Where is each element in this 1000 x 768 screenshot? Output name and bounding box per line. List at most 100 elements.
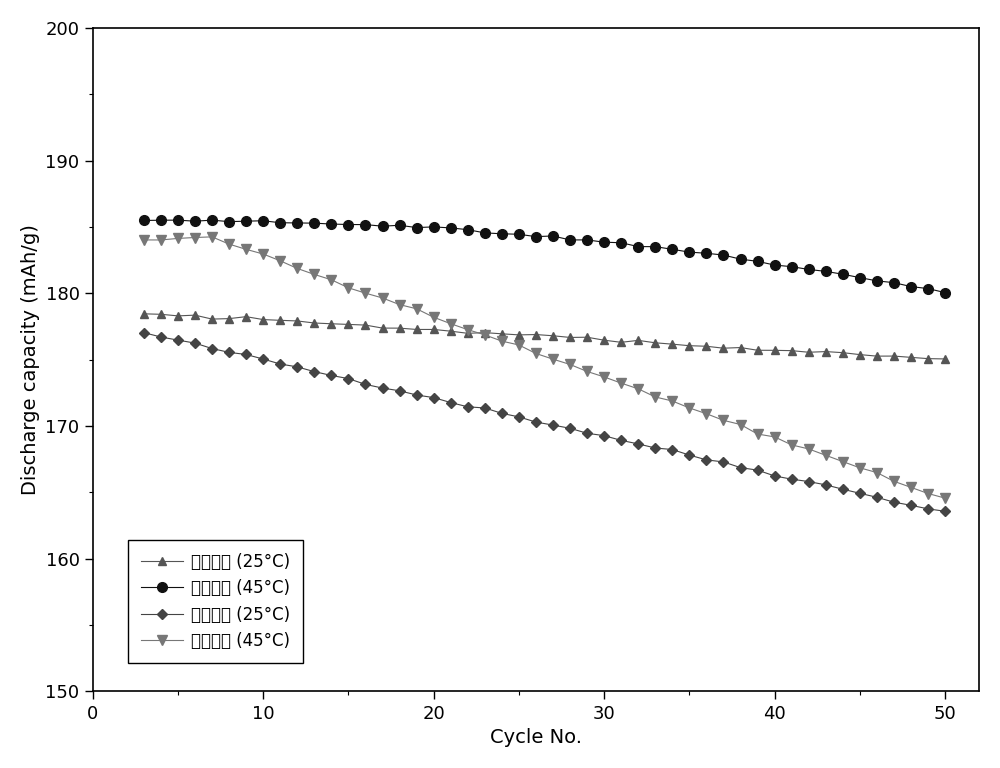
对比例一 (25°C) xyxy=(206,344,218,353)
对比例一 (25°C) xyxy=(615,435,627,445)
对比例一 (45°C) xyxy=(291,264,303,273)
对比例一 (25°C) xyxy=(257,355,269,364)
对比例一 (45°C) xyxy=(240,245,252,254)
实施例二 (25°C) xyxy=(717,343,729,353)
对比例一 (45°C) xyxy=(223,240,235,249)
对比例一 (25°C) xyxy=(632,439,644,449)
对比例一 (45°C) xyxy=(428,313,440,322)
对比例一 (45°C) xyxy=(615,379,627,388)
实施例二 (45°C) xyxy=(752,257,764,266)
对比例一 (45°C) xyxy=(888,477,900,486)
实施例二 (45°C) xyxy=(428,222,440,231)
实施例二 (25°C) xyxy=(308,319,320,328)
对比例一 (45°C) xyxy=(717,415,729,425)
实施例二 (25°C) xyxy=(189,310,201,319)
对比例一 (45°C) xyxy=(445,319,457,328)
Legend: 实施例二 (25°C), 实施例二 (45°C), 对比例一 (25°C), 对比例一 (45°C): 实施例二 (25°C), 实施例二 (45°C), 对比例一 (25°C), 对… xyxy=(128,539,303,664)
实施例二 (45°C) xyxy=(377,222,389,231)
对比例一 (25°C) xyxy=(155,333,167,342)
对比例一 (25°C) xyxy=(837,485,849,494)
实施例二 (25°C) xyxy=(632,336,644,345)
实施例二 (45°C) xyxy=(905,282,917,291)
对比例一 (25°C) xyxy=(752,465,764,475)
实施例二 (25°C) xyxy=(598,336,610,345)
对比例一 (45°C) xyxy=(632,384,644,393)
实施例二 (45°C) xyxy=(939,288,951,297)
对比例一 (45°C) xyxy=(820,451,832,460)
实施例二 (45°C) xyxy=(871,276,883,286)
Line: 对比例一 (25°C): 对比例一 (25°C) xyxy=(140,329,949,515)
实施例二 (25°C) xyxy=(769,346,781,355)
对比例一 (45°C) xyxy=(394,300,406,310)
Line: 实施例二 (45°C): 实施例二 (45°C) xyxy=(139,215,950,297)
对比例一 (25°C) xyxy=(377,383,389,392)
对比例一 (45°C) xyxy=(411,304,423,313)
实施例二 (45°C) xyxy=(615,238,627,247)
对比例一 (25°C) xyxy=(564,424,576,433)
对比例一 (45°C) xyxy=(735,420,747,429)
实施例二 (25°C) xyxy=(394,323,406,333)
实施例二 (25°C) xyxy=(445,326,457,336)
实施例二 (25°C) xyxy=(649,338,661,347)
对比例一 (45°C) xyxy=(496,336,508,346)
对比例一 (25°C) xyxy=(888,498,900,507)
实施例二 (25°C) xyxy=(428,325,440,334)
对比例一 (25°C) xyxy=(598,431,610,440)
实施例二 (25°C) xyxy=(752,346,764,355)
实施例二 (45°C) xyxy=(547,231,559,240)
实施例二 (25°C) xyxy=(547,331,559,340)
实施例二 (25°C) xyxy=(530,330,542,339)
对比例一 (25°C) xyxy=(223,348,235,357)
实施例二 (25°C) xyxy=(325,319,337,329)
对比例一 (25°C) xyxy=(717,457,729,466)
对比例一 (45°C) xyxy=(308,270,320,279)
实施例二 (45°C) xyxy=(445,223,457,233)
对比例一 (45°C) xyxy=(377,293,389,303)
实施例二 (45°C) xyxy=(786,262,798,271)
实施例二 (45°C) xyxy=(854,273,866,282)
对比例一 (25°C) xyxy=(649,443,661,452)
对比例一 (45°C) xyxy=(274,257,286,266)
实施例二 (25°C) xyxy=(854,350,866,359)
对比例一 (25°C) xyxy=(871,493,883,502)
对比例一 (45°C) xyxy=(462,325,474,334)
实施例二 (25°C) xyxy=(206,314,218,323)
实施例二 (25°C) xyxy=(172,311,184,320)
对比例一 (25°C) xyxy=(786,475,798,484)
对比例一 (45°C) xyxy=(342,283,354,293)
实施例二 (25°C) xyxy=(513,330,525,339)
对比例一 (25°C) xyxy=(428,393,440,402)
对比例一 (25°C) xyxy=(513,412,525,422)
对比例一 (45°C) xyxy=(564,360,576,369)
实施例二 (25°C) xyxy=(479,328,491,337)
对比例一 (25°C) xyxy=(308,367,320,376)
对比例一 (45°C) xyxy=(837,457,849,466)
对比例一 (25°C) xyxy=(462,402,474,412)
对比例一 (45°C) xyxy=(325,275,337,284)
对比例一 (45°C) xyxy=(581,367,593,376)
实施例二 (45°C) xyxy=(888,278,900,287)
对比例一 (25°C) xyxy=(922,505,934,514)
对比例一 (45°C) xyxy=(189,233,201,242)
实施例二 (25°C) xyxy=(888,352,900,361)
对比例一 (25°C) xyxy=(189,339,201,348)
对比例一 (25°C) xyxy=(172,336,184,345)
对比例一 (45°C) xyxy=(939,494,951,503)
对比例一 (45°C) xyxy=(598,372,610,382)
对比例一 (25°C) xyxy=(700,455,712,465)
实施例二 (25°C) xyxy=(871,352,883,361)
对比例一 (25°C) xyxy=(138,328,150,337)
实施例二 (45°C) xyxy=(632,242,644,251)
实施例二 (45°C) xyxy=(325,220,337,229)
对比例一 (25°C) xyxy=(240,350,252,359)
实施例二 (25°C) xyxy=(905,353,917,362)
对比例一 (25°C) xyxy=(496,409,508,418)
实施例二 (45°C) xyxy=(769,260,781,270)
对比例一 (45°C) xyxy=(479,330,491,339)
实施例二 (25°C) xyxy=(615,338,627,347)
实施例二 (45°C) xyxy=(564,235,576,244)
实施例二 (45°C) xyxy=(683,247,695,257)
实施例二 (25°C) xyxy=(581,333,593,342)
对比例一 (45°C) xyxy=(155,235,167,244)
实施例二 (25°C) xyxy=(666,339,678,349)
